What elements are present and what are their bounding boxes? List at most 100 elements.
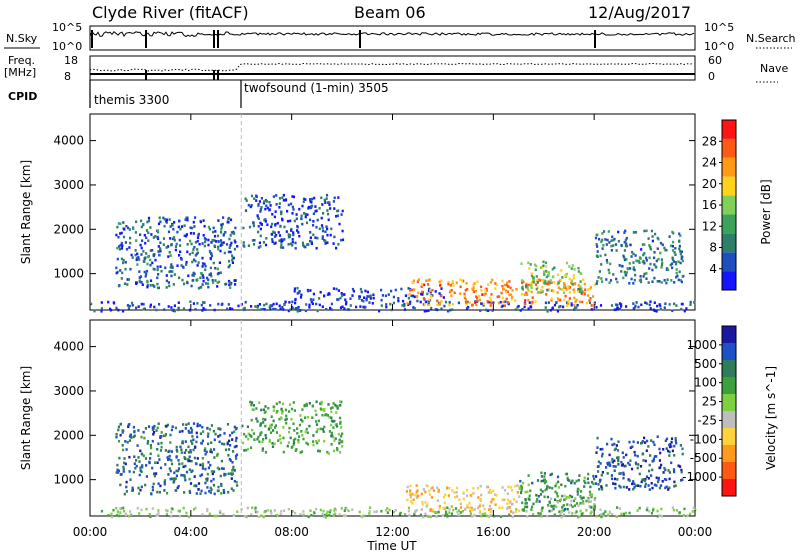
echo-cell bbox=[412, 281, 415, 285]
echo-cell bbox=[469, 494, 472, 497]
echo-cell bbox=[258, 401, 261, 404]
echo-cell bbox=[328, 430, 331, 433]
echo-cell bbox=[668, 235, 671, 238]
echo-cell bbox=[624, 244, 627, 248]
echo-cell bbox=[157, 222, 161, 226]
echo-cell bbox=[138, 270, 141, 273]
echo-cell bbox=[233, 232, 236, 235]
echo-cell bbox=[169, 225, 172, 228]
echo-cell bbox=[154, 461, 157, 464]
echo-cell bbox=[519, 491, 523, 495]
echo-cell bbox=[199, 463, 202, 467]
echo-cell bbox=[196, 422, 199, 426]
echo-cell bbox=[675, 268, 678, 271]
echo-cell bbox=[634, 484, 638, 487]
echo-cell bbox=[486, 300, 489, 303]
echo-cell bbox=[595, 475, 598, 478]
echo-cell bbox=[190, 439, 193, 443]
echo-cell bbox=[217, 247, 220, 251]
echo-cell bbox=[542, 270, 546, 274]
echo-cell bbox=[171, 507, 174, 511]
echo-cell bbox=[219, 244, 222, 247]
echo-cell bbox=[170, 459, 173, 462]
echo-cell bbox=[165, 425, 168, 428]
echo-cell bbox=[312, 220, 315, 223]
echo-cell bbox=[174, 245, 178, 248]
echo-cell bbox=[252, 432, 255, 435]
echo-cell bbox=[507, 485, 510, 489]
echo-cell bbox=[451, 303, 454, 306]
echo-cell bbox=[573, 268, 576, 271]
echo-cell bbox=[309, 236, 312, 239]
echo-cell bbox=[152, 254, 155, 258]
echo-cell bbox=[621, 463, 624, 466]
echo-cell bbox=[212, 429, 215, 433]
echo-cell bbox=[586, 294, 590, 297]
echo-cell bbox=[328, 203, 331, 207]
echo-cell bbox=[599, 448, 602, 451]
echo-cell bbox=[446, 506, 449, 509]
echo-cell bbox=[414, 509, 417, 513]
echo-cell bbox=[514, 484, 517, 488]
echo-cell bbox=[236, 484, 239, 487]
echo-cell bbox=[557, 486, 560, 489]
echo-cell bbox=[659, 466, 662, 469]
echo-cell bbox=[251, 408, 254, 411]
echo-cell bbox=[661, 261, 664, 264]
echo-cell bbox=[420, 283, 424, 286]
echo-cell bbox=[527, 307, 530, 310]
echo-cell bbox=[525, 502, 528, 505]
echo-cell bbox=[181, 440, 184, 443]
echo-cell bbox=[599, 254, 602, 258]
echo-cell bbox=[338, 442, 341, 445]
echo-cell bbox=[251, 506, 254, 509]
echo-cell bbox=[244, 209, 248, 212]
echo-cell bbox=[605, 466, 608, 469]
echo-cell bbox=[509, 286, 512, 290]
echo-cell bbox=[326, 510, 329, 514]
nsky-trace bbox=[89, 30, 695, 48]
freq-panel bbox=[89, 55, 696, 81]
echo-cell bbox=[637, 259, 640, 263]
colorbar-swatch bbox=[722, 462, 736, 479]
echo-cell bbox=[563, 291, 566, 294]
echo-cell bbox=[546, 495, 549, 499]
echo-cell bbox=[226, 423, 230, 426]
echo-cell bbox=[680, 307, 683, 311]
echo-cell bbox=[394, 509, 397, 512]
echo-cell bbox=[250, 403, 253, 407]
echo-cell bbox=[489, 513, 492, 517]
echo-cell bbox=[597, 470, 600, 473]
echo-cell bbox=[119, 507, 122, 510]
echo-cell bbox=[151, 249, 154, 252]
echo-cell bbox=[216, 489, 219, 493]
echo-cell bbox=[458, 513, 461, 516]
echo-cell bbox=[645, 272, 648, 275]
echo-cell bbox=[636, 454, 639, 458]
echo-cell bbox=[126, 304, 129, 307]
echo-cell bbox=[444, 300, 448, 304]
echo-cell bbox=[577, 284, 580, 287]
echo-cell bbox=[196, 248, 199, 251]
echo-cell bbox=[315, 430, 318, 434]
echo-cell bbox=[294, 511, 297, 515]
echo-cell bbox=[160, 441, 163, 445]
colorbar-swatch bbox=[722, 120, 736, 139]
echo-cell bbox=[497, 301, 500, 305]
echo-cell bbox=[302, 200, 305, 204]
echo-cell bbox=[543, 273, 546, 276]
echo-cell bbox=[185, 423, 188, 426]
echo-cell bbox=[308, 402, 311, 405]
echo-cell bbox=[501, 284, 504, 288]
echo-cell bbox=[602, 512, 605, 515]
echo-cell bbox=[653, 455, 656, 458]
echo-cell bbox=[560, 515, 563, 519]
echo-cell bbox=[261, 440, 264, 443]
echo-cell bbox=[487, 515, 490, 519]
echo-cell bbox=[543, 481, 546, 485]
echo-cell bbox=[455, 491, 458, 494]
colorbar-tick-label: 16 bbox=[702, 198, 717, 212]
echo-cell bbox=[204, 481, 207, 485]
echo-cell bbox=[128, 423, 131, 426]
echo-cell bbox=[228, 283, 231, 287]
